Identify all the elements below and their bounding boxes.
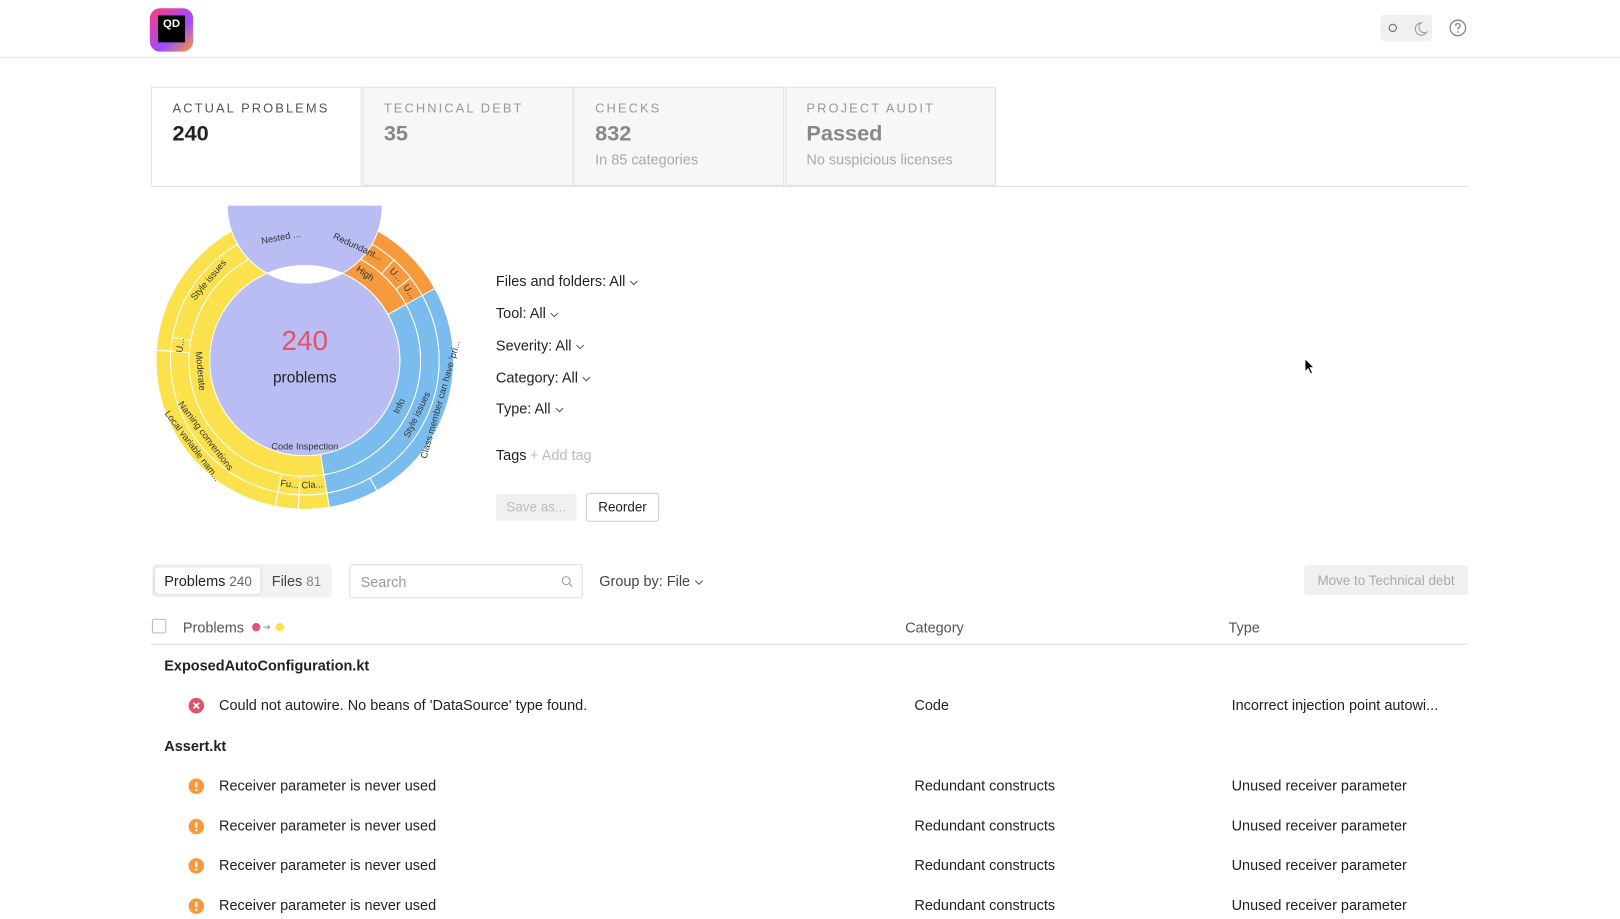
group-by[interactable]: Group by: File xyxy=(599,572,703,589)
segment-label: Fu... xyxy=(280,478,300,490)
problem-category: Redundant constructs xyxy=(914,777,1056,794)
problem-category: Redundant constructs xyxy=(914,817,1056,834)
tab-title: ACTUAL PROBLEMS xyxy=(172,101,330,116)
problems-tab[interactable] xyxy=(154,567,261,595)
tab-title: PROJECT AUDIT xyxy=(806,101,935,116)
tab-note: No suspicious licenses xyxy=(806,150,953,168)
center-label: problems xyxy=(273,369,337,386)
col-problems[interactable]: Problems xyxy=(182,618,244,636)
tab-title: TECHNICAL DEBT xyxy=(383,101,524,116)
files-tab[interactable]: Files 81 xyxy=(272,572,322,589)
summary-tab[interactable]: PROJECT AUDIT Passed No suspicious license… xyxy=(784,86,996,186)
reorder-button[interactable]: Reorder xyxy=(585,492,660,522)
problem-category: Redundant constructs xyxy=(914,856,1056,874)
problem-type: Unused receiver parameter xyxy=(1231,856,1407,874)
tab-note: In 85 categories xyxy=(595,150,699,168)
theme-icons xyxy=(1388,22,1429,36)
chevron xyxy=(576,344,585,350)
chevron xyxy=(694,580,703,586)
filter-dropdown[interactable]: Tool: All xyxy=(495,304,559,322)
sunburst-chart: 240 problems Code InspectionHighInfoMode… xyxy=(155,205,460,510)
tab-value: 35 xyxy=(383,121,408,146)
file-group[interactable]: Assert.kt xyxy=(164,738,227,755)
warning-icon xyxy=(188,858,205,874)
sunburst-segment xyxy=(209,205,401,457)
filter-dropdown[interactable]: Category: All xyxy=(495,368,591,386)
problem-text[interactable]: Could not autowire. No beans of 'DataSou… xyxy=(219,696,588,713)
select-all-checkbox[interactable] xyxy=(151,618,167,634)
sunburst-segment xyxy=(297,492,330,510)
severity-icon xyxy=(188,697,205,719)
warning-icon xyxy=(188,818,205,835)
severity-sort-icon[interactable] xyxy=(251,622,286,632)
problem-text[interactable]: Receiver parameter is never used xyxy=(219,817,437,834)
help-icon[interactable] xyxy=(1449,19,1468,38)
severity-icon xyxy=(188,897,205,919)
severity-icon xyxy=(188,818,205,840)
col-type[interactable]: Type xyxy=(1228,618,1260,636)
filter-dropdown[interactable]: Files and folders: All xyxy=(495,272,639,290)
filter-text: Tool: All xyxy=(495,304,546,322)
file-group[interactable]: ExposedAutoConfiguration.kt xyxy=(164,657,370,674)
header-divider xyxy=(150,643,1469,645)
warning-icon xyxy=(188,778,205,795)
move-button[interactable]: Move to Technical debt xyxy=(1303,565,1469,596)
chevron xyxy=(555,407,564,413)
tabs-divider xyxy=(150,185,1469,188)
error-icon xyxy=(188,697,205,714)
problems-tab-text: Problems xyxy=(164,572,226,589)
files-tab-text: Files xyxy=(271,572,303,589)
search-box[interactable]: Search xyxy=(349,564,583,599)
problems-tab-label: Problems 240 xyxy=(164,572,252,589)
filter-text: Files and folders: All xyxy=(495,272,626,290)
problem-type: Unused receiver parameter xyxy=(1231,817,1407,834)
problem-type: Unused receiver parameter xyxy=(1231,777,1407,794)
severity-icon xyxy=(188,778,205,800)
mouse-cursor xyxy=(1304,357,1316,375)
filter-dropdown[interactable]: Type: All xyxy=(495,399,564,417)
tab-value: 832 xyxy=(595,121,632,146)
theme-toggle[interactable] xyxy=(1380,14,1433,42)
save-button[interactable]: Save as... xyxy=(495,493,577,521)
segment-label: Code Inspection xyxy=(271,441,338,451)
problem-text[interactable]: Receiver parameter is never used xyxy=(219,777,437,794)
group-by-text: Group by: File xyxy=(599,572,691,589)
filter-text: Type: All xyxy=(495,399,551,417)
severity-icon xyxy=(188,858,205,880)
tab-value: Passed xyxy=(806,121,883,146)
problem-text[interactable]: Receiver parameter is never used xyxy=(219,856,437,874)
filter-text: Severity: All xyxy=(495,336,572,354)
filter-text: Category: All xyxy=(495,368,578,386)
logo[interactable]: QD xyxy=(149,8,194,52)
summary-tab[interactable]: TECHNICAL DEBT 35 xyxy=(362,86,573,186)
problem-category: Code xyxy=(914,696,949,713)
segment-label: Moderate xyxy=(194,351,208,391)
tags-label: Tags xyxy=(495,446,527,463)
warning-icon xyxy=(188,897,205,914)
logo-text: QD xyxy=(158,15,185,43)
problem-type: Incorrect injection point autowi... xyxy=(1231,696,1439,713)
center-value: 240 xyxy=(282,325,329,356)
segment-label: Cla... xyxy=(301,479,323,490)
chevron xyxy=(582,376,591,382)
add-tag[interactable]: + Add tag xyxy=(530,446,592,463)
filter-dropdown[interactable]: Severity: All xyxy=(495,336,585,354)
chevron xyxy=(630,280,639,286)
chevron xyxy=(550,312,559,318)
summary-tab[interactable]: CHECKS 832 In 85 categories xyxy=(573,86,785,186)
tab-value: 240 xyxy=(172,121,209,146)
summary-tab[interactable]: ACTUAL PROBLEMS 240 xyxy=(150,86,362,186)
search-icon xyxy=(561,576,573,588)
segment-label: U... xyxy=(174,338,186,354)
top-bar xyxy=(0,0,1620,58)
tab-title: CHECKS xyxy=(595,101,662,116)
col-category[interactable]: Category xyxy=(905,618,964,636)
search-placeholder: Search xyxy=(360,573,407,590)
files-count: 81 xyxy=(306,573,322,589)
problems-count: 240 xyxy=(229,573,252,589)
